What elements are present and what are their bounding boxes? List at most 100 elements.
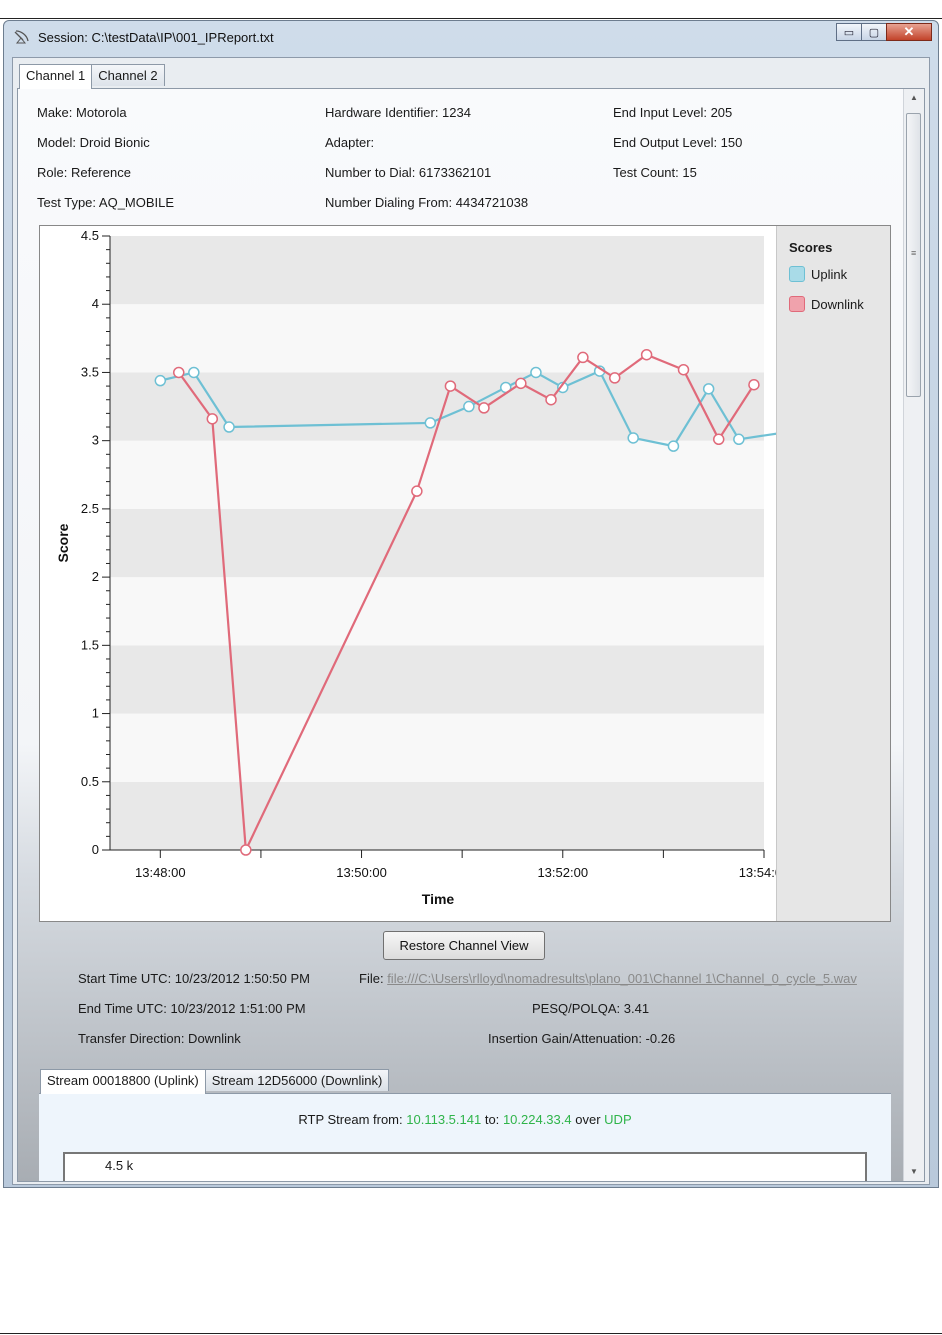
transfer-direction-label: Transfer Direction: Downlink bbox=[78, 1031, 241, 1046]
data-point-downlink bbox=[712, 433, 725, 446]
grid-band bbox=[110, 440, 764, 509]
y-tick-label: 4 bbox=[92, 296, 99, 311]
data-point-downlink bbox=[478, 402, 490, 414]
rtp-over-label: over bbox=[575, 1112, 601, 1127]
rtp-stream-line: RTP Stream from: 10.113.5.141 to: 10.224… bbox=[39, 1112, 891, 1127]
legend-swatch-uplink bbox=[789, 266, 805, 282]
data-point-downlink bbox=[748, 378, 760, 391]
rtp-protocol: UDP bbox=[604, 1112, 632, 1127]
data-point-uplink bbox=[667, 440, 680, 452]
data-point-downlink bbox=[677, 363, 690, 376]
data-point-uplink bbox=[188, 366, 200, 379]
data-point-downlink bbox=[240, 844, 252, 856]
y-tick-label: 0.5 bbox=[81, 774, 99, 789]
tab-stream-downlink[interactable]: Stream 12D56000 (Downlink) bbox=[204, 1069, 390, 1091]
chart-legend: Scores Uplink Downlink bbox=[776, 226, 890, 921]
hardware-identifier-label: Hardware Identifier: 1234 bbox=[325, 105, 471, 120]
data-point-downlink bbox=[515, 377, 527, 390]
insertion-gain-label: Insertion Gain/Attenuation: -0.26 bbox=[488, 1031, 676, 1046]
grid-band bbox=[110, 645, 764, 714]
test-type-label: Test Type: AQ_MOBILE bbox=[37, 195, 175, 210]
minimize-button[interactable]: ▭ bbox=[836, 23, 862, 41]
data-point-downlink bbox=[577, 351, 589, 364]
series-line-uplink bbox=[160, 369, 776, 448]
test-count-label: Test Count: 15 bbox=[613, 165, 697, 180]
dish-icon bbox=[14, 30, 29, 44]
data-point-downlink bbox=[545, 393, 557, 406]
data-point-uplink bbox=[424, 417, 437, 429]
data-point-uplink bbox=[530, 366, 542, 379]
y-tick-label: 1 bbox=[92, 706, 99, 721]
page-top-rule bbox=[0, 18, 942, 19]
data-point-uplink bbox=[702, 383, 715, 395]
stream-chart-tick: 4.5 k bbox=[105, 1158, 134, 1173]
file-link[interactable]: file:///C:\Users\rlloyd\nomadresults\pla… bbox=[387, 971, 857, 986]
number-to-dial-label: Number to Dial: 6173362101 bbox=[325, 165, 492, 180]
scores-chart: 0 0.5 1 1.5 2 2.5 3 3.5 4 4.5 13:48:00 13:50:00 13:5… bbox=[39, 225, 891, 922]
close-button[interactable]: ✕ bbox=[886, 23, 932, 41]
maximize-button[interactable]: ▢ bbox=[861, 23, 887, 41]
tab-stream-uplink[interactable]: Stream 00018800 (Uplink) bbox=[40, 1069, 206, 1094]
stream-panel: RTP Stream from: 10.113.5.141 to: 10.224… bbox=[39, 1093, 891, 1181]
grid-band bbox=[110, 236, 764, 305]
rtp-to-address: 10.224.33.4 bbox=[502, 1112, 572, 1127]
end-input-level-label: End Input Level: 205 bbox=[613, 105, 733, 120]
legend-label-uplink: Uplink bbox=[811, 266, 848, 282]
y-tick-label: 3 bbox=[92, 433, 99, 448]
data-point-downlink bbox=[173, 366, 185, 379]
scores-plot: 0 0.5 1 1.5 2 2.5 3 3.5 4 4.5 13:48:00 13:50:00 13:5… bbox=[55, 228, 776, 907]
title-bar[interactable]: Session: C:\testData\IP\001_IPReport.txt… bbox=[4, 21, 938, 55]
data-point-uplink bbox=[223, 421, 235, 433]
stream-tabs: Stream 00018800 (Uplink) Stream 12D56000… bbox=[40, 1069, 390, 1094]
grid-band bbox=[110, 304, 764, 373]
legend-swatch-downlink bbox=[789, 296, 805, 312]
y-tick-label: 1.5 bbox=[81, 637, 99, 652]
data-point-downlink bbox=[411, 485, 423, 497]
scroll-up-icon[interactable]: ▲ bbox=[910, 93, 918, 102]
data-point-uplink bbox=[154, 374, 167, 387]
y-tick-label: 3.5 bbox=[81, 364, 99, 379]
data-point-downlink bbox=[609, 372, 621, 384]
end-time-label: End Time UTC: 10/23/2012 1:51:00 PM bbox=[78, 1001, 306, 1016]
channel-tabs: Channel 1 Channel 2 bbox=[19, 64, 165, 89]
legend-label-downlink: Downlink bbox=[811, 296, 864, 312]
data-point-downlink bbox=[444, 380, 457, 392]
make-label: Make: Motorola bbox=[37, 105, 127, 120]
window-title: Session: C:\testData\IP\001_IPReport.txt bbox=[38, 30, 274, 45]
page-bottom-rule bbox=[0, 1333, 942, 1334]
tab-channel-1[interactable]: Channel 1 bbox=[19, 64, 93, 89]
y-tick-label: 2.5 bbox=[81, 501, 99, 516]
data-point-downlink bbox=[640, 348, 653, 361]
y-tick-label: 4.5 bbox=[81, 228, 99, 243]
legend-item-uplink: Uplink bbox=[789, 266, 847, 282]
legend-item-downlink: Downlink bbox=[789, 296, 864, 312]
rtp-to-label: to: bbox=[484, 1112, 500, 1127]
restore-channel-view-button[interactable]: Restore Channel View bbox=[383, 931, 545, 960]
x-axis-title: Time bbox=[422, 891, 455, 907]
scrollbar-thumb[interactable]: ≡ bbox=[906, 113, 921, 397]
data-point-uplink bbox=[463, 400, 475, 413]
y-tick-label: 0 bbox=[92, 842, 99, 857]
pesq-polqa-label: PESQ/POLQA: 3.41 bbox=[532, 1001, 650, 1016]
scroll-down-icon[interactable]: ▼ bbox=[910, 1167, 918, 1176]
model-label: Model: Droid Bionic bbox=[37, 135, 150, 150]
role-label: Role: Reference bbox=[37, 165, 131, 180]
start-time-label: Start Time UTC: 10/23/2012 1:50:50 PM bbox=[78, 971, 310, 986]
data-point-uplink bbox=[627, 432, 639, 444]
data-point-uplink bbox=[733, 433, 745, 446]
tab-channel-2[interactable]: Channel 2 bbox=[91, 64, 165, 86]
legend-title: Scores bbox=[789, 240, 833, 255]
session-window: Session: C:\testData\IP\001_IPReport.txt… bbox=[3, 20, 939, 1188]
file-caption: File: bbox=[359, 971, 384, 986]
file-label: File: file:///C:\Users\rlloyd\nomadresul… bbox=[359, 971, 857, 986]
x-tick-label: 13:50:00 bbox=[336, 865, 387, 880]
x-tick-label: 13:52:00 bbox=[537, 865, 588, 880]
channel-panel: ▲ ≡ ▼ Make: Motorola Model: Droid Bionic… bbox=[17, 88, 925, 1182]
stream-chart: 4.5 k bbox=[63, 1152, 867, 1181]
grid-band bbox=[110, 577, 764, 646]
number-dialing-from-label: Number Dialing From: 4434721038 bbox=[325, 195, 529, 210]
grip-icon: ≡ bbox=[911, 248, 917, 258]
vertical-scrollbar[interactable]: ▲ ≡ ▼ bbox=[903, 89, 924, 1181]
rtp-from-address: 10.113.5.141 bbox=[406, 1112, 482, 1127]
y-axis-title: Score bbox=[55, 523, 71, 562]
